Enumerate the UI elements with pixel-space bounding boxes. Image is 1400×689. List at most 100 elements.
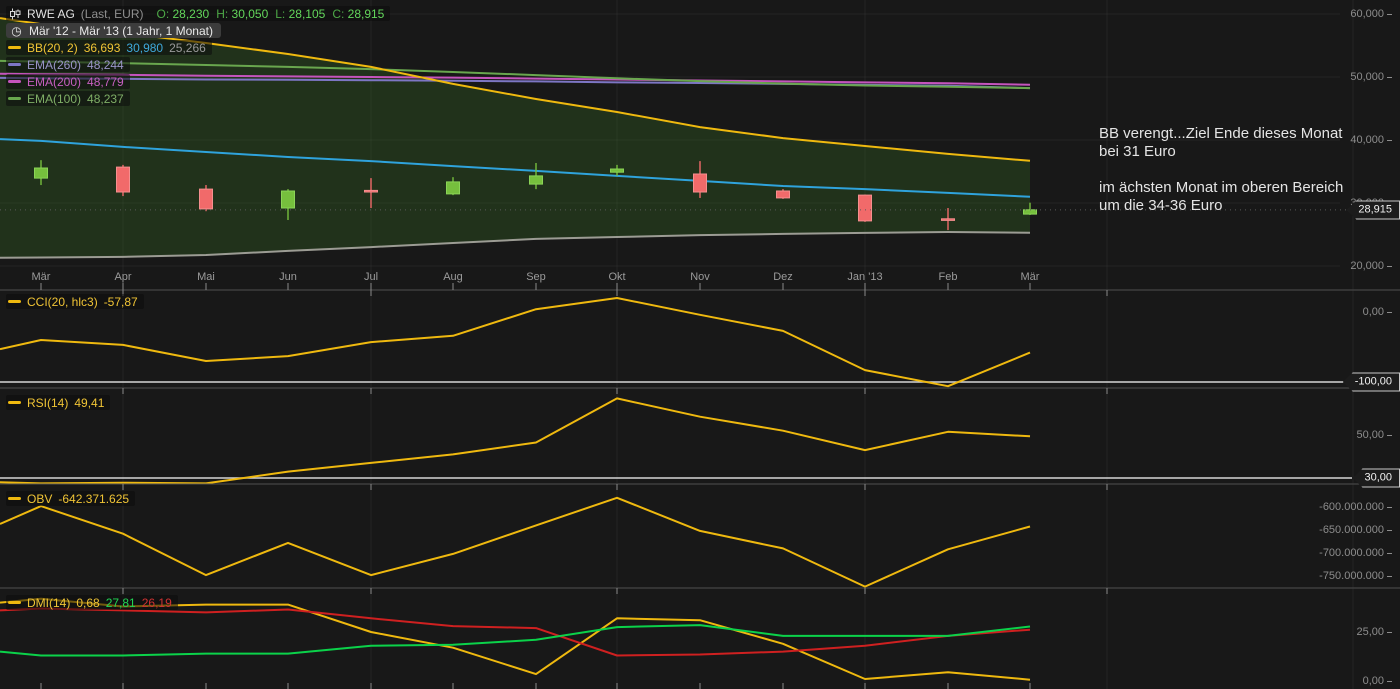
candle [693, 161, 707, 198]
month-axis-label: Feb [938, 271, 958, 283]
candle-body [281, 190, 295, 209]
dmi-plus-di-value: 27,81 [105, 595, 136, 610]
cci-line [0, 297, 1031, 388]
candle-body [529, 175, 543, 185]
axis-tick-dash [1387, 13, 1392, 15]
bb-lower-value: 25,266 [169, 40, 206, 55]
cci-legend: CCI(20, hlc3) -57,87 [6, 294, 144, 309]
main-chart-legend: RWE AG (Last, EUR) O: 28,230 H: 30,050 L: … [6, 6, 391, 106]
obv-legend: OBV -642.371.625 [6, 491, 136, 506]
obv-panel[interactable] [0, 496, 1031, 588]
ema100-legend-row[interactable]: EMA(100) 48,237 [6, 91, 130, 106]
candle-body [610, 168, 624, 173]
axis-tick-dash [1387, 552, 1392, 554]
axis-tick-dash [1387, 680, 1392, 682]
candle [34, 160, 48, 186]
candle [116, 164, 130, 197]
axis-tick-dash [1387, 265, 1392, 267]
dmi-adx-value: 0,68 [76, 595, 100, 610]
dmi-legend: DMI(14) 0,68 27,81 26,19 [6, 595, 178, 610]
candle [364, 178, 378, 209]
month-axis-label: Apr [114, 271, 132, 283]
analyst-note-line: im ächsten Monat im oberen Bereich [1099, 179, 1344, 196]
ohlc-readout: O: 28,230 H: 30,050 L: 28,105 C: 28,915 [149, 7, 384, 21]
axis-tick-dash [1387, 631, 1392, 633]
ohlc-pair: O: 28,230 [156, 7, 209, 21]
ema100-name: EMA(100) [27, 91, 82, 106]
dmi--di-line [0, 607, 1031, 657]
ohlc-label: H: [216, 6, 229, 21]
rsi-panel[interactable] [0, 397, 1352, 485]
dmi-panel[interactable] [0, 597, 1031, 681]
dmi-legend-row[interactable]: DMI(14) 0,68 27,81 26,19 [6, 595, 178, 610]
rsi-series-icon [8, 401, 21, 404]
bb-band-fill [0, 18, 1030, 258]
bb-legend-row[interactable]: BB(20, 2) 36,693 30,980 25,266 [6, 40, 212, 55]
axis-tick-dash [1387, 311, 1392, 313]
bb-lower-line [0, 231, 1031, 259]
obv-axis-label: -650.000.000 [1319, 524, 1392, 536]
candle-body [693, 173, 707, 193]
axis-tick-dash [1387, 139, 1392, 141]
main-price-panel[interactable] [0, 17, 1352, 259]
dmi-+di-line [0, 624, 1031, 657]
ohlc-value: 28,230 [172, 6, 210, 21]
month-axis-label: Nov [690, 271, 710, 283]
instrument-name: RWE AG [27, 6, 75, 21]
bb-name: BB(20, 2) [27, 40, 78, 55]
candle [199, 185, 213, 212]
bb-series-icon [8, 46, 21, 49]
ohlc-value: 30,050 [231, 6, 269, 21]
rsi-legend: RSI(14) 49,41 [6, 395, 111, 410]
ohlc-pair: C: 28,915 [332, 7, 384, 21]
cci-series-icon [8, 300, 21, 303]
month-axis-label: Jul [363, 271, 379, 283]
rsi-legend-row[interactable]: RSI(14) 49,41 [6, 395, 111, 410]
obv-value: -642.371.625 [58, 491, 130, 506]
price-axis-label: 50,000 [1350, 71, 1392, 83]
candle-body [858, 194, 872, 222]
ema100-series-icon [8, 97, 21, 100]
cci-axis-label: 0,00 [1363, 306, 1392, 318]
axis-tick-dash [1387, 76, 1392, 78]
ema260-name: EMA(260) [27, 57, 82, 72]
instrument-legend-row[interactable]: RWE AG (Last, EUR) O: 28,230 H: 30,050 L: … [6, 6, 391, 21]
ema260-value: 48,244 [87, 57, 124, 72]
analyst-note[interactable]: BB verengt...Ziel Ende dieses Monat bei 3… [1099, 125, 1343, 215]
candle-body [446, 181, 460, 195]
axis-tick-dash [1387, 434, 1392, 436]
obv-line [0, 496, 1031, 588]
month-axis-label: Dez [773, 271, 793, 283]
analyst-note-line: BB verengt...Ziel Ende dieses Monat [1099, 125, 1343, 142]
candle-body [199, 188, 213, 210]
cci-value: -57,87 [103, 294, 138, 309]
ema260-series-icon [8, 63, 21, 66]
cci-panel[interactable] [0, 297, 1352, 388]
ohlc-label: C: [332, 6, 345, 21]
bb-middle-line [0, 138, 1031, 198]
candle-body [776, 190, 790, 199]
month-axis-label: Mär [31, 271, 51, 283]
ohlc-pair: H: 30,050 [216, 7, 268, 21]
rsi-name: RSI(14) [27, 395, 69, 410]
dmi-axis-label: 0,00 [1363, 675, 1392, 687]
cci-level-tag: -100,00 [1342, 372, 1400, 392]
ohlc-value: 28,915 [347, 6, 385, 21]
obv-name: OBV [27, 491, 53, 506]
ema260-legend-row[interactable]: EMA(260) 48,244 [6, 57, 130, 72]
month-axis-label: Okt [608, 271, 626, 283]
month-axis-label: Mai [197, 271, 215, 283]
rsi-axis-label: 50,00 [1356, 429, 1392, 441]
rsi-value: 49,41 [74, 395, 105, 410]
ema200-legend-row[interactable]: EMA(200) 48,779 [6, 74, 130, 89]
ema200-value: 48,779 [87, 74, 124, 89]
candlestick-chart-icon [8, 7, 21, 20]
price-axis-label: 20,000 [1350, 260, 1392, 272]
cci-legend-row[interactable]: CCI(20, hlc3) -57,87 [6, 294, 144, 309]
bb-middle-value: 30,980 [126, 40, 164, 55]
date-range-badge[interactable]: ◷ Mär '12 - Mär '13 (1 Jahr, 1 Monat) [6, 23, 221, 38]
rsi-level-tag: 30,00 [1352, 468, 1400, 488]
obv-legend-row[interactable]: OBV -642.371.625 [6, 491, 136, 506]
month-axis-label: Aug [443, 271, 463, 283]
